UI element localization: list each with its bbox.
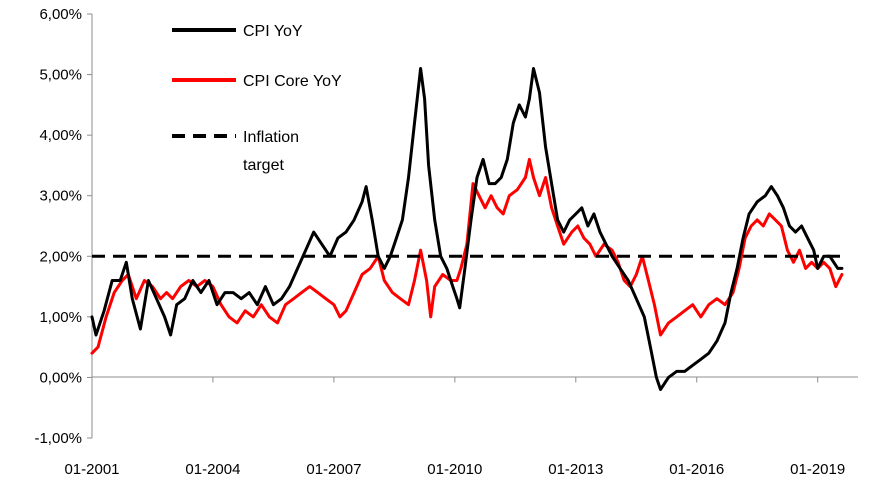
x-tick-label: 01-2016 xyxy=(669,461,724,478)
y-tick-label: 5,00% xyxy=(39,67,82,84)
y-tick-label: 6,00% xyxy=(39,6,82,23)
y-tick-label: 0,00% xyxy=(39,369,82,386)
legend-label-cpi-core-yoy: CPI Core YoY xyxy=(243,73,342,90)
y-tick-label: 4,00% xyxy=(39,127,82,144)
y-tick-label: -1,00% xyxy=(34,430,82,447)
x-ticks: 01-2001 01-2004 01-2007 01-2010 01-2013 01-20… xyxy=(64,377,845,478)
x-tick-label: 01-2013 xyxy=(548,461,603,478)
legend-label-inflation: Inflation xyxy=(243,129,299,146)
x-tick-label: 01-2010 xyxy=(427,461,482,478)
legend-label-cpi-yoy: CPI YoY xyxy=(243,23,303,40)
x-tick-label: 01-2019 xyxy=(790,461,845,478)
y-tick-label: 3,00% xyxy=(39,188,82,205)
series-line-cpi-yoy xyxy=(90,67,844,391)
y-ticks: -1,00% 0,00% 1,00% 2,00% 3,00% 4,00% 5,00% 6,00… xyxy=(34,6,92,447)
x-tick-label: 01-2004 xyxy=(185,461,240,478)
y-tick-label: 1,00% xyxy=(39,309,82,326)
x-tick-label: 01-2007 xyxy=(306,461,361,478)
legend: CPI YoY CPI Core YoY Inflation target xyxy=(172,23,342,174)
y-tick-label: 2,00% xyxy=(39,248,82,265)
series-lines xyxy=(90,67,844,391)
x-tick-label: 01-2001 xyxy=(64,461,119,478)
legend-label-target: target xyxy=(243,157,284,174)
axes xyxy=(91,14,858,438)
